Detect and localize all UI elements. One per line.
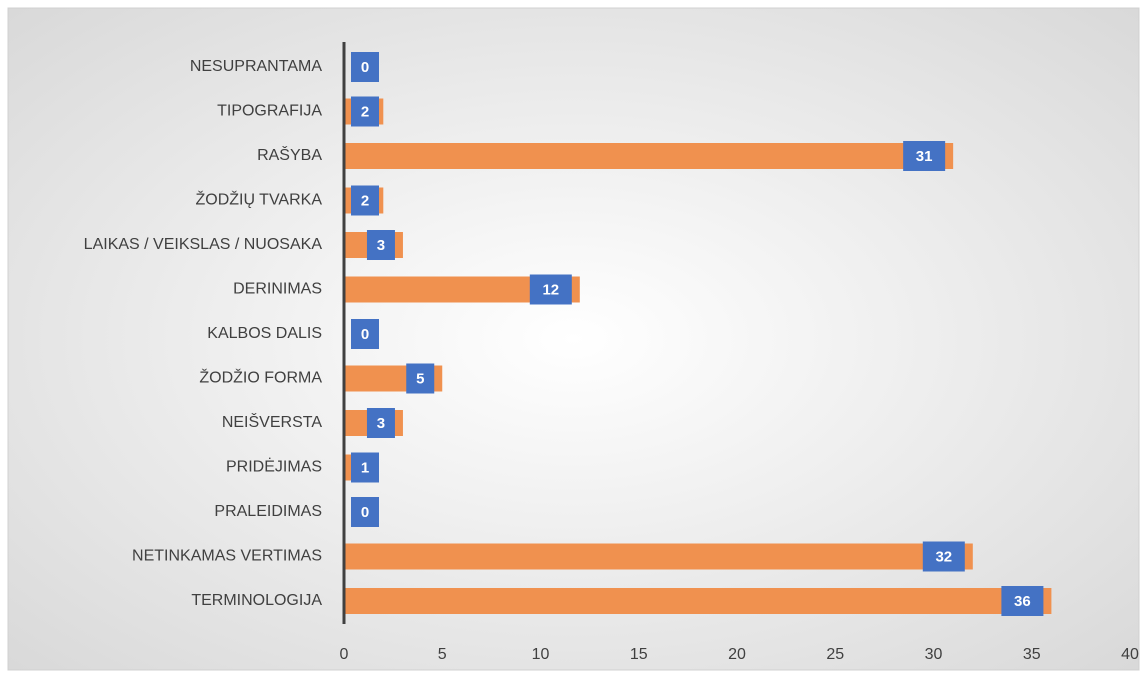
value-label-box [529, 274, 572, 305]
category-label: PRALEIDIMAS [214, 503, 322, 520]
x-tick-label: 5 [438, 646, 447, 663]
value-label: 3 [377, 237, 385, 254]
category-label: TIPOGRAFIJA [217, 103, 322, 120]
value-label-box [1001, 586, 1044, 616]
value-label: 0 [361, 59, 369, 76]
value-label-box [351, 96, 379, 127]
value-label: 36 [1014, 593, 1031, 610]
value-label: 31 [916, 148, 933, 165]
value-label-box [922, 541, 965, 572]
value-label: 2 [361, 103, 369, 120]
x-tick-label: 35 [1023, 646, 1041, 663]
value-label: 32 [935, 548, 952, 565]
category-label: NEIŠVERSTA [222, 412, 323, 431]
category-label: ŽODŽIO FORMA [199, 368, 322, 387]
x-tick-label: 15 [630, 646, 648, 663]
value-label-box [351, 185, 379, 216]
category-label: DERINIMAS [233, 281, 322, 298]
bar [344, 143, 954, 169]
bar [344, 543, 973, 570]
value-label: 3 [377, 415, 385, 432]
bar [344, 588, 1052, 614]
category-label: LAIKAS / VEIKSLAS / NUOSAKA [84, 236, 323, 253]
x-tick-label: 20 [728, 646, 746, 663]
value-label: 12 [542, 281, 559, 298]
value-label: 1 [361, 459, 369, 476]
x-tick-label: 25 [826, 646, 844, 663]
value-label-box [351, 452, 379, 483]
category-label: ŽODŽIŲ TVARKA [195, 190, 322, 209]
value-label-box [366, 230, 395, 260]
x-tick-label: 30 [925, 646, 943, 663]
value-label-box [903, 141, 946, 171]
background [7, 7, 1140, 671]
value-label: 5 [416, 370, 424, 387]
value-label-box [351, 497, 379, 527]
category-label: RAŠYBA [257, 145, 322, 164]
category-label: NESUPRANTAMA [190, 58, 322, 75]
category-label: PRIDĖJIMAS [226, 457, 322, 476]
x-tick-label: 40 [1121, 646, 1139, 663]
value-label: 2 [361, 192, 369, 209]
category-label: KALBOS DALIS [207, 325, 322, 342]
value-label: 0 [361, 504, 369, 521]
value-label-box [366, 408, 395, 438]
x-tick-label: 0 [340, 646, 349, 663]
x-tick-label: 10 [532, 646, 550, 663]
category-label: NETINKAMAS VERTIMAS [132, 548, 322, 565]
value-label-box [351, 319, 379, 349]
category-label: TERMINOLOGIJA [191, 592, 322, 609]
value-label-box [351, 52, 379, 82]
value-label: 0 [361, 326, 369, 343]
value-label-box [406, 363, 435, 394]
